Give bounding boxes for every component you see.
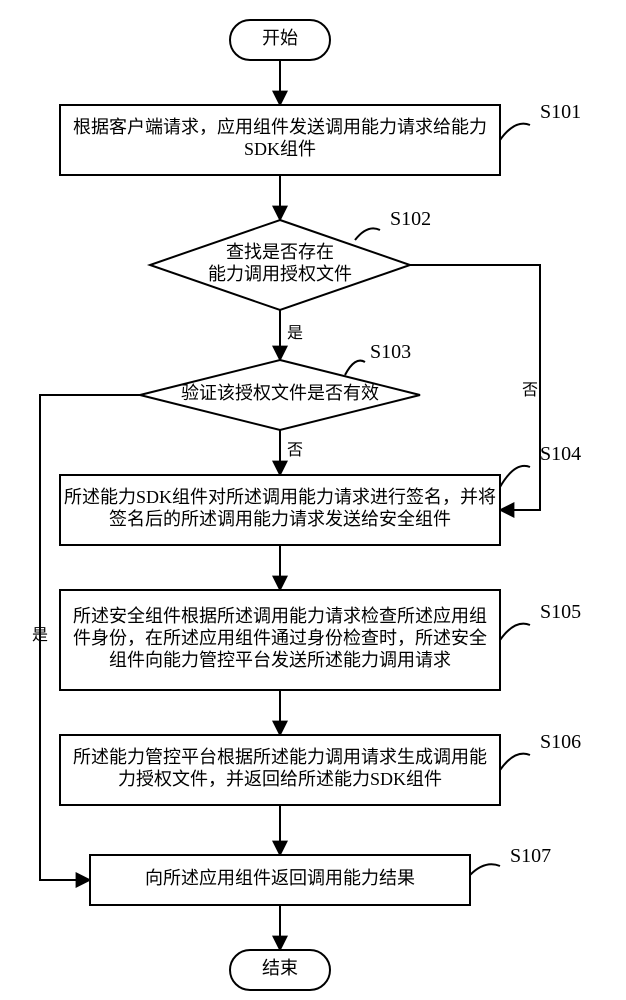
node-s102: 查找是否存在能力调用授权文件 — [150, 220, 410, 310]
step-label-s104: S104 — [540, 443, 581, 465]
step-label-s105: S105 — [540, 601, 581, 623]
node-end: 结束 — [230, 950, 330, 990]
edge-label: 否 — [287, 442, 303, 459]
node-text: 所述能力SDK组件对所述调用能力请求进行签名，并将 — [64, 487, 496, 507]
node-s104: 所述能力SDK组件对所述调用能力请求进行签名，并将签名后的所述调用能力请求发送给… — [60, 475, 500, 545]
leader-line — [470, 864, 500, 875]
leader-line — [500, 754, 530, 770]
leader-line — [500, 466, 530, 487]
node-s103: 验证该授权文件是否有效 — [140, 360, 420, 430]
node-text: 开始 — [262, 28, 298, 48]
node-text: 根据客户端请求，应用组件发送调用能力请求给能力 — [73, 117, 487, 137]
edge-label: 否 — [522, 382, 538, 399]
node-text: 向所述应用组件返回调用能力结果 — [145, 868, 415, 888]
node-text: 签名后的所述调用能力请求发送给安全组件 — [109, 509, 451, 529]
step-label-s102: S102 — [390, 208, 431, 230]
node-text: 力授权文件，并返回给所述能力SDK组件 — [118, 769, 442, 789]
node-s107: 向所述应用组件返回调用能力结果 — [90, 855, 470, 905]
node-text: 组件向能力管控平台发送所述能力调用请求 — [109, 650, 451, 670]
node-s101: 根据客户端请求，应用组件发送调用能力请求给能力SDK组件 — [60, 105, 500, 175]
edge — [410, 265, 540, 510]
leader-line — [355, 228, 380, 240]
node-text: 验证该授权文件是否有效 — [181, 383, 379, 403]
node-text: 能力调用授权文件 — [208, 264, 352, 284]
edge-label: 是 — [32, 627, 48, 644]
node-s106: 所述能力管控平台根据所述能力调用请求生成调用能力授权文件，并返回给所述能力SDK… — [60, 735, 500, 805]
step-label-s101: S101 — [540, 101, 581, 123]
leader-line — [345, 361, 365, 375]
flowchart: 是否否是 开始根据客户端请求，应用组件发送调用能力请求给能力SDK组件查找是否存… — [0, 0, 626, 1000]
step-label-s106: S106 — [540, 731, 581, 753]
node-s105: 所述安全组件根据所述调用能力请求检查所述应用组件身份，在所述应用组件通过身份检查… — [60, 590, 500, 690]
node-text: SDK组件 — [244, 139, 316, 159]
node-text: 结束 — [262, 958, 298, 978]
step-label-s103: S103 — [370, 341, 411, 363]
step-label-s107: S107 — [510, 845, 551, 867]
node-text: 所述能力管控平台根据所述能力调用请求生成调用能 — [73, 747, 487, 767]
leader-line — [500, 624, 530, 640]
node-start: 开始 — [230, 20, 330, 60]
node-text: 所述安全组件根据所述调用能力请求检查所述应用组 — [73, 606, 487, 626]
node-text: 查找是否存在 — [226, 242, 334, 262]
leader-line — [500, 124, 530, 140]
node-text: 件身份，在所述应用组件通过身份检查时，所述安全 — [73, 628, 487, 648]
edge-label: 是 — [287, 325, 303, 342]
